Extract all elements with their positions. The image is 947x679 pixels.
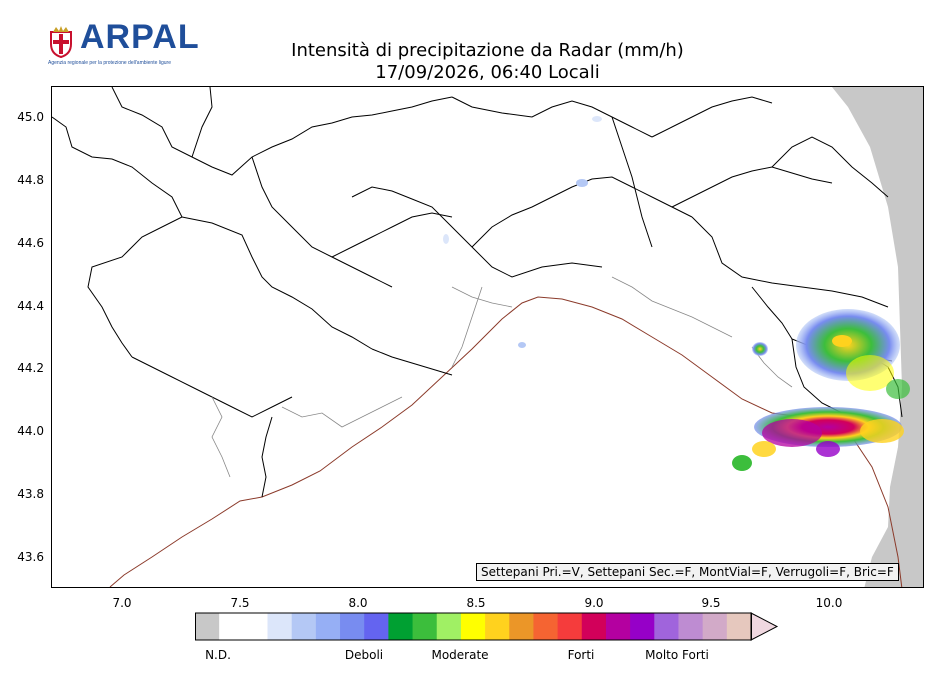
colorbar-segment: [605, 613, 631, 640]
colorbar-border: [195, 612, 752, 641]
map-timestamp: 17/09/2026, 06:40 Locali: [375, 62, 600, 83]
colorbar-segment: [388, 613, 414, 640]
colorbar-label-strong: Forti: [567, 648, 595, 662]
x-tick-label: 8.0: [348, 596, 368, 610]
brand-name: ARPAL: [80, 18, 200, 56]
colorbar-segment: [243, 613, 269, 640]
colorbar-segment: [195, 613, 220, 640]
liguria-crest-icon: [50, 26, 72, 58]
colorbar-segment: [364, 613, 389, 640]
colorbar-segment: [678, 613, 704, 640]
colorbar-scale: [195, 612, 779, 641]
x-tick-label: 8.5: [466, 596, 486, 610]
colorbar-segment: [412, 613, 438, 640]
arpal-logo: ARPAL Agenzia regionale per la protezion…: [46, 18, 206, 72]
x-tick-label: 10.0: [815, 596, 843, 610]
brand-tagline: Agenzia regionale per la protezione dell…: [48, 60, 171, 66]
y-tick-label: 44.0: [17, 424, 44, 438]
colorbar: [195, 612, 779, 646]
x-tick-label: 7.5: [230, 596, 250, 610]
radar-map-canvas: [52, 87, 923, 587]
colorbar-extend-arrow: [750, 612, 779, 641]
radar-status-flags: Settepani Pri.=V, Settepani Sec.=F, Mont…: [476, 563, 899, 581]
map-title: Intensità di precipitazione da Radar (mm…: [291, 40, 684, 61]
y-tick-label: 44.6: [17, 236, 44, 250]
colorbar-segment: [460, 613, 486, 640]
y-tick-label: 44.8: [17, 173, 44, 187]
colorbar-segment: [509, 613, 534, 640]
x-tick-label: 9.5: [701, 596, 721, 610]
colorbar-segment: [557, 613, 583, 640]
admin-boundaries: [52, 87, 903, 498]
y-tick-label: 43.6: [17, 550, 44, 564]
colorbar-segment: [219, 613, 244, 640]
colorbar-segment: [291, 613, 317, 640]
no-data-area: [832, 87, 923, 587]
x-tick-label: 7.0: [112, 596, 132, 610]
colorbar-segment: [654, 613, 679, 640]
colorbar-segment: [533, 613, 559, 640]
colorbar-segment: [267, 613, 293, 640]
x-tick-label: 9.0: [584, 596, 604, 610]
colorbar-segment: [630, 613, 655, 640]
y-tick-label: 44.2: [17, 361, 44, 375]
colorbar-segment: [726, 613, 752, 640]
precipitation-echoes: [443, 116, 910, 471]
y-tick-label: 43.8: [17, 487, 44, 501]
y-tick-label: 44.4: [17, 299, 44, 313]
municipal-boundaries: [211, 276, 793, 478]
colorbar-label-no-data: N.D.: [205, 648, 231, 662]
colorbar-label-weak: Deboli: [344, 648, 384, 662]
radar-map: Settepani Pri.=V, Settepani Sec.=F, Mont…: [51, 86, 924, 588]
colorbar-segment: [340, 613, 365, 640]
colorbar-segment: [485, 613, 510, 640]
colorbar-segment: [436, 613, 462, 640]
colorbar-segment: [581, 613, 607, 640]
colorbar-label-moderate: Moderate: [431, 648, 489, 662]
y-tick-label: 45.0: [17, 110, 44, 124]
colorbar-label-very-strong: Molto Forti: [645, 648, 709, 662]
colorbar-segment: [315, 613, 341, 640]
colorbar-segment: [702, 613, 728, 640]
